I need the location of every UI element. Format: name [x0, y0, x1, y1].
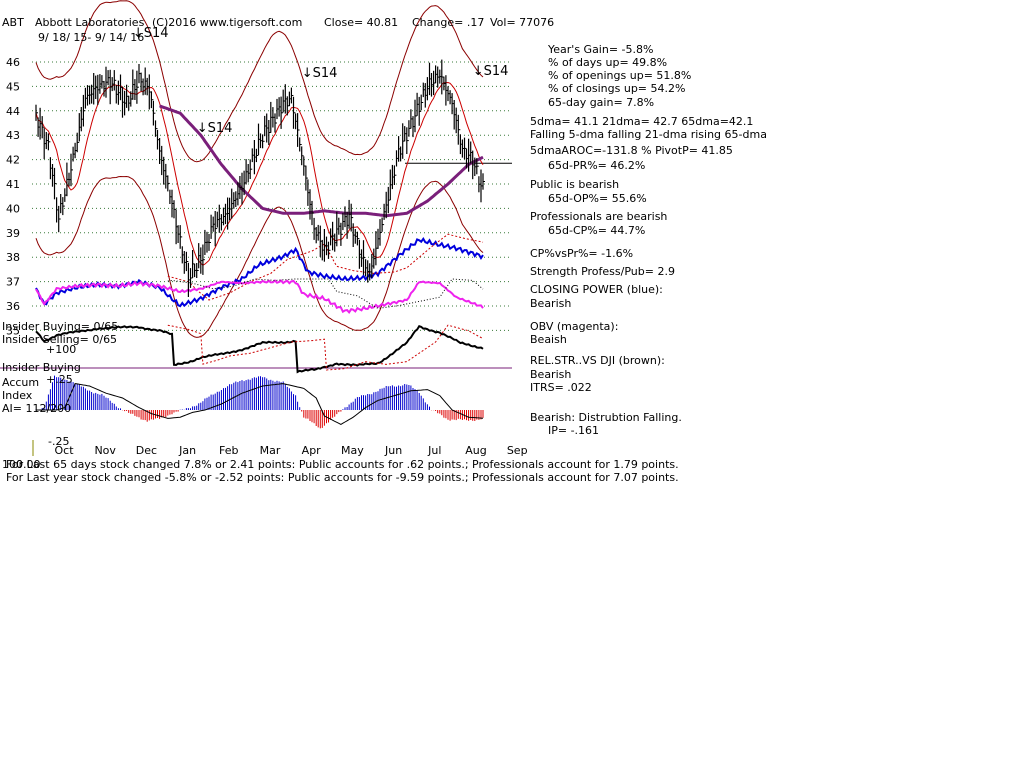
x-month-label: Apr	[302, 444, 322, 457]
stat-line: % of closings up= 54.2%	[548, 82, 686, 95]
stat-line: REL.STR..VS DJI (brown):	[530, 354, 665, 367]
obv-line	[35, 278, 484, 315]
accum-ma	[36, 383, 484, 425]
ticker-symbol: ABT	[2, 16, 24, 29]
stat-line: % of days up= 49.8%	[548, 56, 668, 69]
y-tick-label: 46	[6, 56, 20, 69]
stat-line: 5dmaAROC=-131.8 % PivotP= 41.85	[530, 144, 733, 157]
obv-ma	[167, 278, 484, 309]
x-month-label: Jul	[427, 444, 441, 457]
x-axis-months: Oct Nov Dec Jan Feb Mar Apr May Jun Jul Aug Sep	[32, 440, 528, 457]
company-name: Abbott Laboratories	[35, 16, 145, 29]
y-tick-label: 36	[6, 300, 20, 313]
x-month-label: Nov	[94, 444, 116, 457]
x-month-label: Jun	[384, 444, 402, 457]
stat-line: % of openings up= 51.8%	[548, 69, 692, 82]
stat-line: Bearish	[530, 368, 572, 381]
stat-line: 65-day gain= 7.8%	[548, 96, 655, 109]
y-tick-label: 43	[6, 129, 20, 142]
accumulation-histogram	[35, 375, 484, 429]
ma65-line	[159, 104, 484, 218]
x-month-label: Aug	[465, 444, 486, 457]
rs-path	[35, 324, 484, 374]
close-value: Close= 40.81	[324, 16, 399, 29]
stat-line: Year's Gain= -5.8%	[548, 43, 654, 56]
x-month-label: Dec	[136, 444, 157, 457]
y-tick-label: 44	[6, 105, 20, 118]
upper-band	[35, 0, 484, 163]
closing-power-ma	[167, 233, 484, 301]
y-axis-ticks: 35 36 37 38 39 40 41 42 43 44 45 46	[6, 56, 20, 337]
stat-line: 65d-OP%= 55.6%	[548, 192, 647, 205]
x-month-label: Mar	[260, 444, 281, 457]
insider-buying-label: Insider Buying= 0/65	[2, 320, 119, 333]
change-value: Change= .17	[412, 16, 485, 29]
stat-line: 5dma= 41.1 21dma= 42.7 65dma=42.1	[530, 115, 754, 128]
closing-power-line	[35, 233, 484, 308]
x-month-label: Sep	[507, 444, 528, 457]
x-month-label: Feb	[219, 444, 238, 457]
stat-line: OBV (magenta):	[530, 320, 619, 333]
plus100-label: +100	[46, 343, 77, 356]
stat-line: IP= -.161	[548, 424, 600, 437]
ma21-line	[35, 81, 484, 266]
stat-line: Professionals are bearish	[530, 210, 668, 223]
plus25-label: +.25	[46, 373, 73, 386]
footer-line-65-days: For Last 65 days stock changed 7.8% or 2…	[6, 458, 679, 471]
y-tick-label: 37	[6, 276, 20, 289]
y-tick-label: 42	[6, 154, 20, 167]
stat-line: Bearish	[530, 297, 572, 310]
stat-line: Falling 5-dma falling 21-dma rising 65-d…	[530, 128, 767, 141]
closing-power-path	[35, 236, 484, 308]
stat-line: Bearish: Distrubtion Falling.	[530, 411, 682, 424]
price-bars	[35, 59, 485, 297]
x-month-label: Jan	[178, 444, 196, 457]
y-tick-label: 40	[6, 202, 20, 215]
rs-ma	[167, 324, 484, 371]
stat-line: 65d-CP%= 44.7%	[548, 224, 646, 237]
x-month-label: May	[341, 444, 364, 457]
zero-label-2: 0.00	[16, 458, 41, 471]
date-range: 9/ 18/ 15- 9/ 14/ 16	[38, 31, 145, 44]
obv-path	[35, 279, 484, 315]
stat-line: 65d-PR%= 46.2%	[548, 159, 646, 172]
volume-value: Vol= 77076	[490, 16, 555, 29]
stat-line: CP%vsPr%= -1.6%	[530, 247, 634, 260]
y-tick-label: 39	[6, 227, 20, 240]
accum-label: Accum	[2, 376, 40, 389]
footer-line-year: For Last year stock changed -5.8% or -2.…	[6, 471, 679, 484]
y-tick-label: 38	[6, 251, 20, 264]
insider-selling-label: Insider Selling= 0/65	[2, 333, 118, 346]
sell-signal-label: ↓S14	[473, 64, 509, 79]
insider-buying-label-2: Insider Buying	[2, 361, 81, 374]
minus25-label: -.25	[48, 435, 70, 448]
stat-line: ITRS= .022	[530, 381, 592, 394]
y-tick-label: 41	[6, 178, 20, 191]
sell-signal-label: ↓S14	[302, 66, 338, 81]
moving-average-line	[159, 104, 484, 218]
copyright: (C)2016 www.tigersoft.com	[152, 16, 303, 29]
relative-strength-line	[35, 324, 484, 374]
zero-label: 100	[2, 458, 23, 471]
sell-signal-label: ↓S14	[133, 26, 169, 41]
stat-line: Public is bearish	[530, 178, 620, 191]
y-tick-label: 35	[6, 324, 20, 337]
x-month-label: Oct	[54, 444, 74, 457]
stat-line: Beaish	[530, 333, 567, 346]
sell-signals: ↓S14 ↓S14 ↓S14 ↓S14	[133, 26, 509, 136]
sell-signal-label: ↓S14	[197, 121, 233, 136]
lower-band	[35, 175, 484, 338]
y-tick-label: 45	[6, 80, 20, 93]
stat-line: Strength Profess/Pub= 2.9	[530, 265, 675, 278]
index-label: Index	[2, 389, 33, 402]
stat-line: CLOSING POWER (blue):	[530, 283, 663, 296]
ai-label: AI= 112/200	[2, 402, 72, 415]
